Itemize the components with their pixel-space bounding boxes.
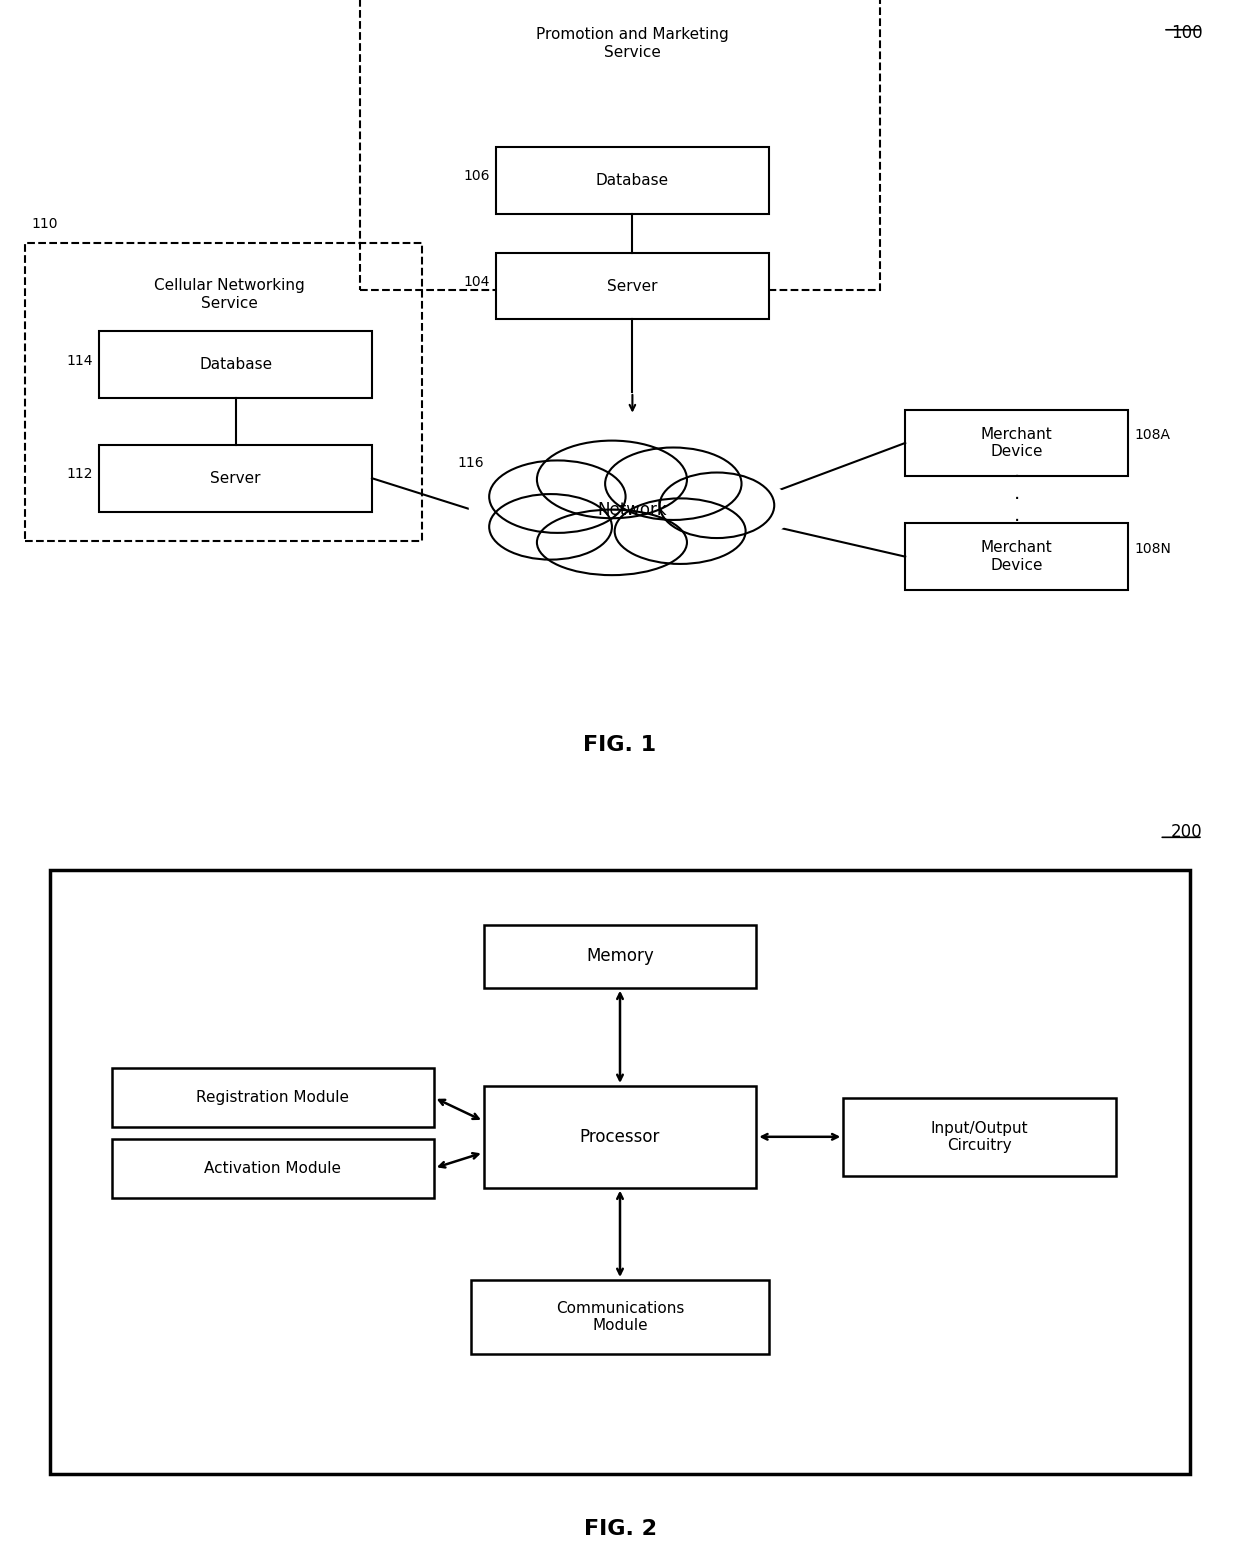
FancyBboxPatch shape [99,331,372,398]
Text: 108N: 108N [1135,543,1172,555]
Text: 106: 106 [464,169,490,183]
Text: Merchant
Device: Merchant Device [981,426,1053,459]
Ellipse shape [660,472,774,538]
FancyBboxPatch shape [484,1087,756,1189]
FancyBboxPatch shape [843,1098,1116,1176]
Text: Merchant
Device: Merchant Device [981,541,1053,572]
Text: Server: Server [211,470,260,486]
Ellipse shape [489,494,611,560]
Text: 104: 104 [464,276,490,289]
FancyBboxPatch shape [50,870,1190,1474]
Ellipse shape [537,510,687,575]
Text: Input/Output
Circuitry: Input/Output Circuitry [931,1121,1028,1152]
Text: Memory: Memory [587,947,653,966]
Text: Cellular Networking
Service: Cellular Networking Service [154,279,305,310]
Ellipse shape [537,441,687,517]
FancyBboxPatch shape [905,409,1128,477]
Text: FIG. 2: FIG. 2 [584,1519,656,1538]
Text: 114: 114 [67,354,93,367]
Ellipse shape [489,461,625,533]
Text: 108A: 108A [1135,428,1171,442]
Text: ·
·
·: · · · [1013,469,1021,532]
Text: Promotion and Marketing
Service: Promotion and Marketing Service [536,28,729,60]
Text: Communications
Module: Communications Module [556,1301,684,1333]
Text: 200: 200 [1171,823,1203,840]
Text: 112: 112 [67,467,93,481]
Ellipse shape [605,447,742,521]
FancyBboxPatch shape [99,445,372,511]
Ellipse shape [469,463,796,557]
Text: Registration Module: Registration Module [196,1090,350,1105]
FancyBboxPatch shape [112,1068,434,1127]
Text: Database: Database [200,358,272,372]
FancyBboxPatch shape [484,925,756,988]
FancyBboxPatch shape [496,147,769,213]
FancyBboxPatch shape [496,252,769,320]
Text: Network: Network [598,500,667,519]
Text: Activation Module: Activation Module [205,1160,341,1176]
FancyBboxPatch shape [905,524,1128,590]
Text: Database: Database [596,172,668,188]
FancyBboxPatch shape [471,1279,769,1355]
Text: 116: 116 [458,456,484,469]
Text: Server: Server [608,279,657,293]
Ellipse shape [615,499,745,564]
FancyBboxPatch shape [112,1138,434,1198]
Text: 100: 100 [1171,24,1203,41]
Text: 110: 110 [31,218,57,230]
Text: FIG. 1: FIG. 1 [584,735,656,754]
Text: Processor: Processor [580,1127,660,1146]
